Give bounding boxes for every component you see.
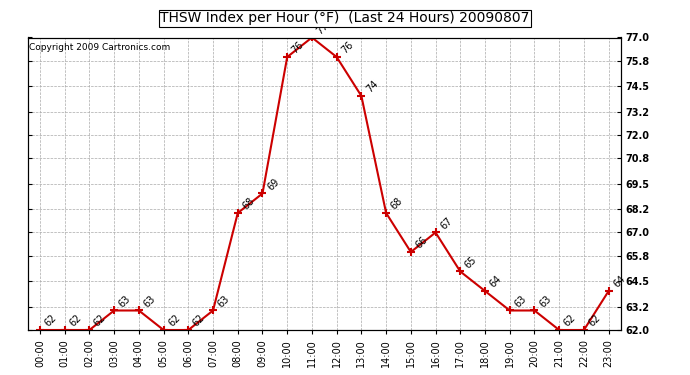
Text: 63: 63 — [141, 293, 157, 309]
Text: 63: 63 — [117, 293, 132, 309]
Text: 65: 65 — [463, 254, 479, 270]
Text: 69: 69 — [265, 176, 281, 192]
Text: 62: 62 — [191, 313, 207, 328]
Text: 76: 76 — [339, 40, 355, 56]
Text: Copyright 2009 Cartronics.com: Copyright 2009 Cartronics.com — [29, 44, 170, 52]
Text: 64: 64 — [488, 274, 504, 290]
Text: 62: 62 — [562, 313, 578, 328]
Text: 68: 68 — [241, 196, 256, 211]
Text: 74: 74 — [364, 79, 380, 94]
Text: 62: 62 — [68, 313, 83, 328]
Text: 62: 62 — [43, 313, 59, 328]
Text: 67: 67 — [438, 215, 454, 231]
Text: 63: 63 — [216, 293, 232, 309]
Text: 62: 62 — [92, 313, 108, 328]
Text: 63: 63 — [513, 293, 529, 309]
Text: 77: 77 — [315, 20, 331, 36]
Text: 76: 76 — [290, 40, 306, 56]
Text: 66: 66 — [413, 235, 429, 250]
Text: 68: 68 — [389, 196, 404, 211]
Text: 64: 64 — [611, 274, 627, 290]
Text: 63: 63 — [538, 293, 553, 309]
Text: THSW Index per Hour (°F)  (Last 24 Hours) 20090807: THSW Index per Hour (°F) (Last 24 Hours)… — [160, 11, 530, 25]
Text: 62: 62 — [166, 313, 182, 328]
Text: 62: 62 — [586, 313, 602, 328]
